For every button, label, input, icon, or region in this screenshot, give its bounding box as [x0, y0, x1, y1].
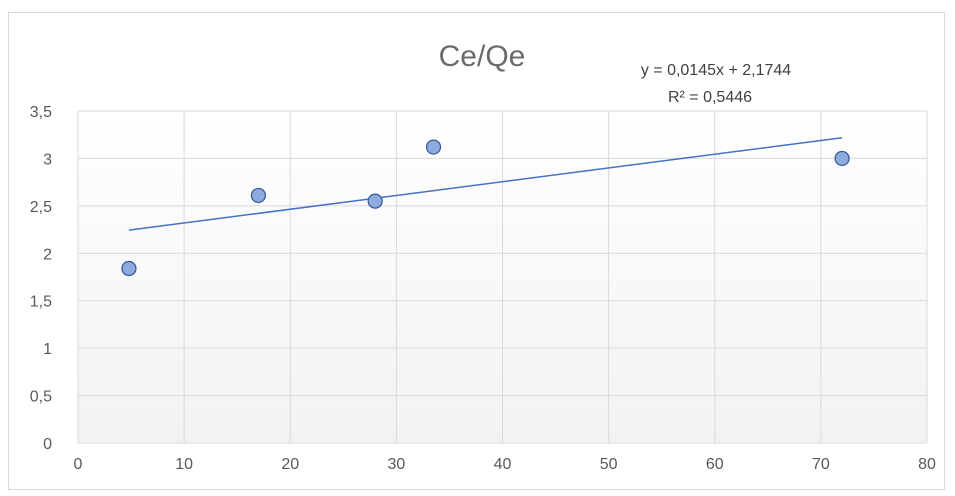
trendline	[128, 136, 843, 231]
y-tick-label: 3	[43, 151, 52, 168]
data-point	[425, 139, 442, 155]
x-tick-label: 70	[812, 456, 830, 473]
y-tick-label: 2	[43, 246, 52, 263]
x-tick-label: 80	[918, 456, 936, 473]
chart-title: Ce/Qe	[439, 40, 526, 73]
y-tick-label: 0,5	[30, 389, 52, 406]
x-tick-label: 40	[494, 456, 512, 473]
data-point	[834, 150, 850, 167]
x-tick-label: 30	[387, 456, 405, 473]
x-tick-label: 60	[706, 456, 724, 473]
grid-lines	[77, 110, 928, 444]
y-tick-label: 2,5	[30, 199, 52, 216]
x-tick-label: 0	[74, 456, 83, 473]
x-tick-label: 50	[600, 456, 618, 473]
trendline-r-squared: R² = 0,5446	[668, 89, 752, 106]
data-point	[250, 187, 267, 204]
data-point	[367, 193, 383, 209]
trendline-equation: y = 0,0145x + 2,1744	[641, 62, 791, 79]
tick-labels: 0 10 20 30 40 50 60 70 80 0 0,5 1 1,5 2 2,5 3 3,5	[30, 104, 936, 473]
y-tick-label: 3,5	[30, 104, 52, 121]
data-point	[121, 260, 137, 277]
x-tick-label: 20	[281, 456, 299, 473]
y-tick-label: 1,5	[30, 294, 52, 311]
x-tick-label: 10	[175, 456, 193, 473]
y-tick-label: 1	[43, 341, 52, 358]
y-tick-label: 0	[43, 436, 52, 453]
trendline-layer	[128, 136, 843, 231]
data-points	[121, 139, 850, 277]
